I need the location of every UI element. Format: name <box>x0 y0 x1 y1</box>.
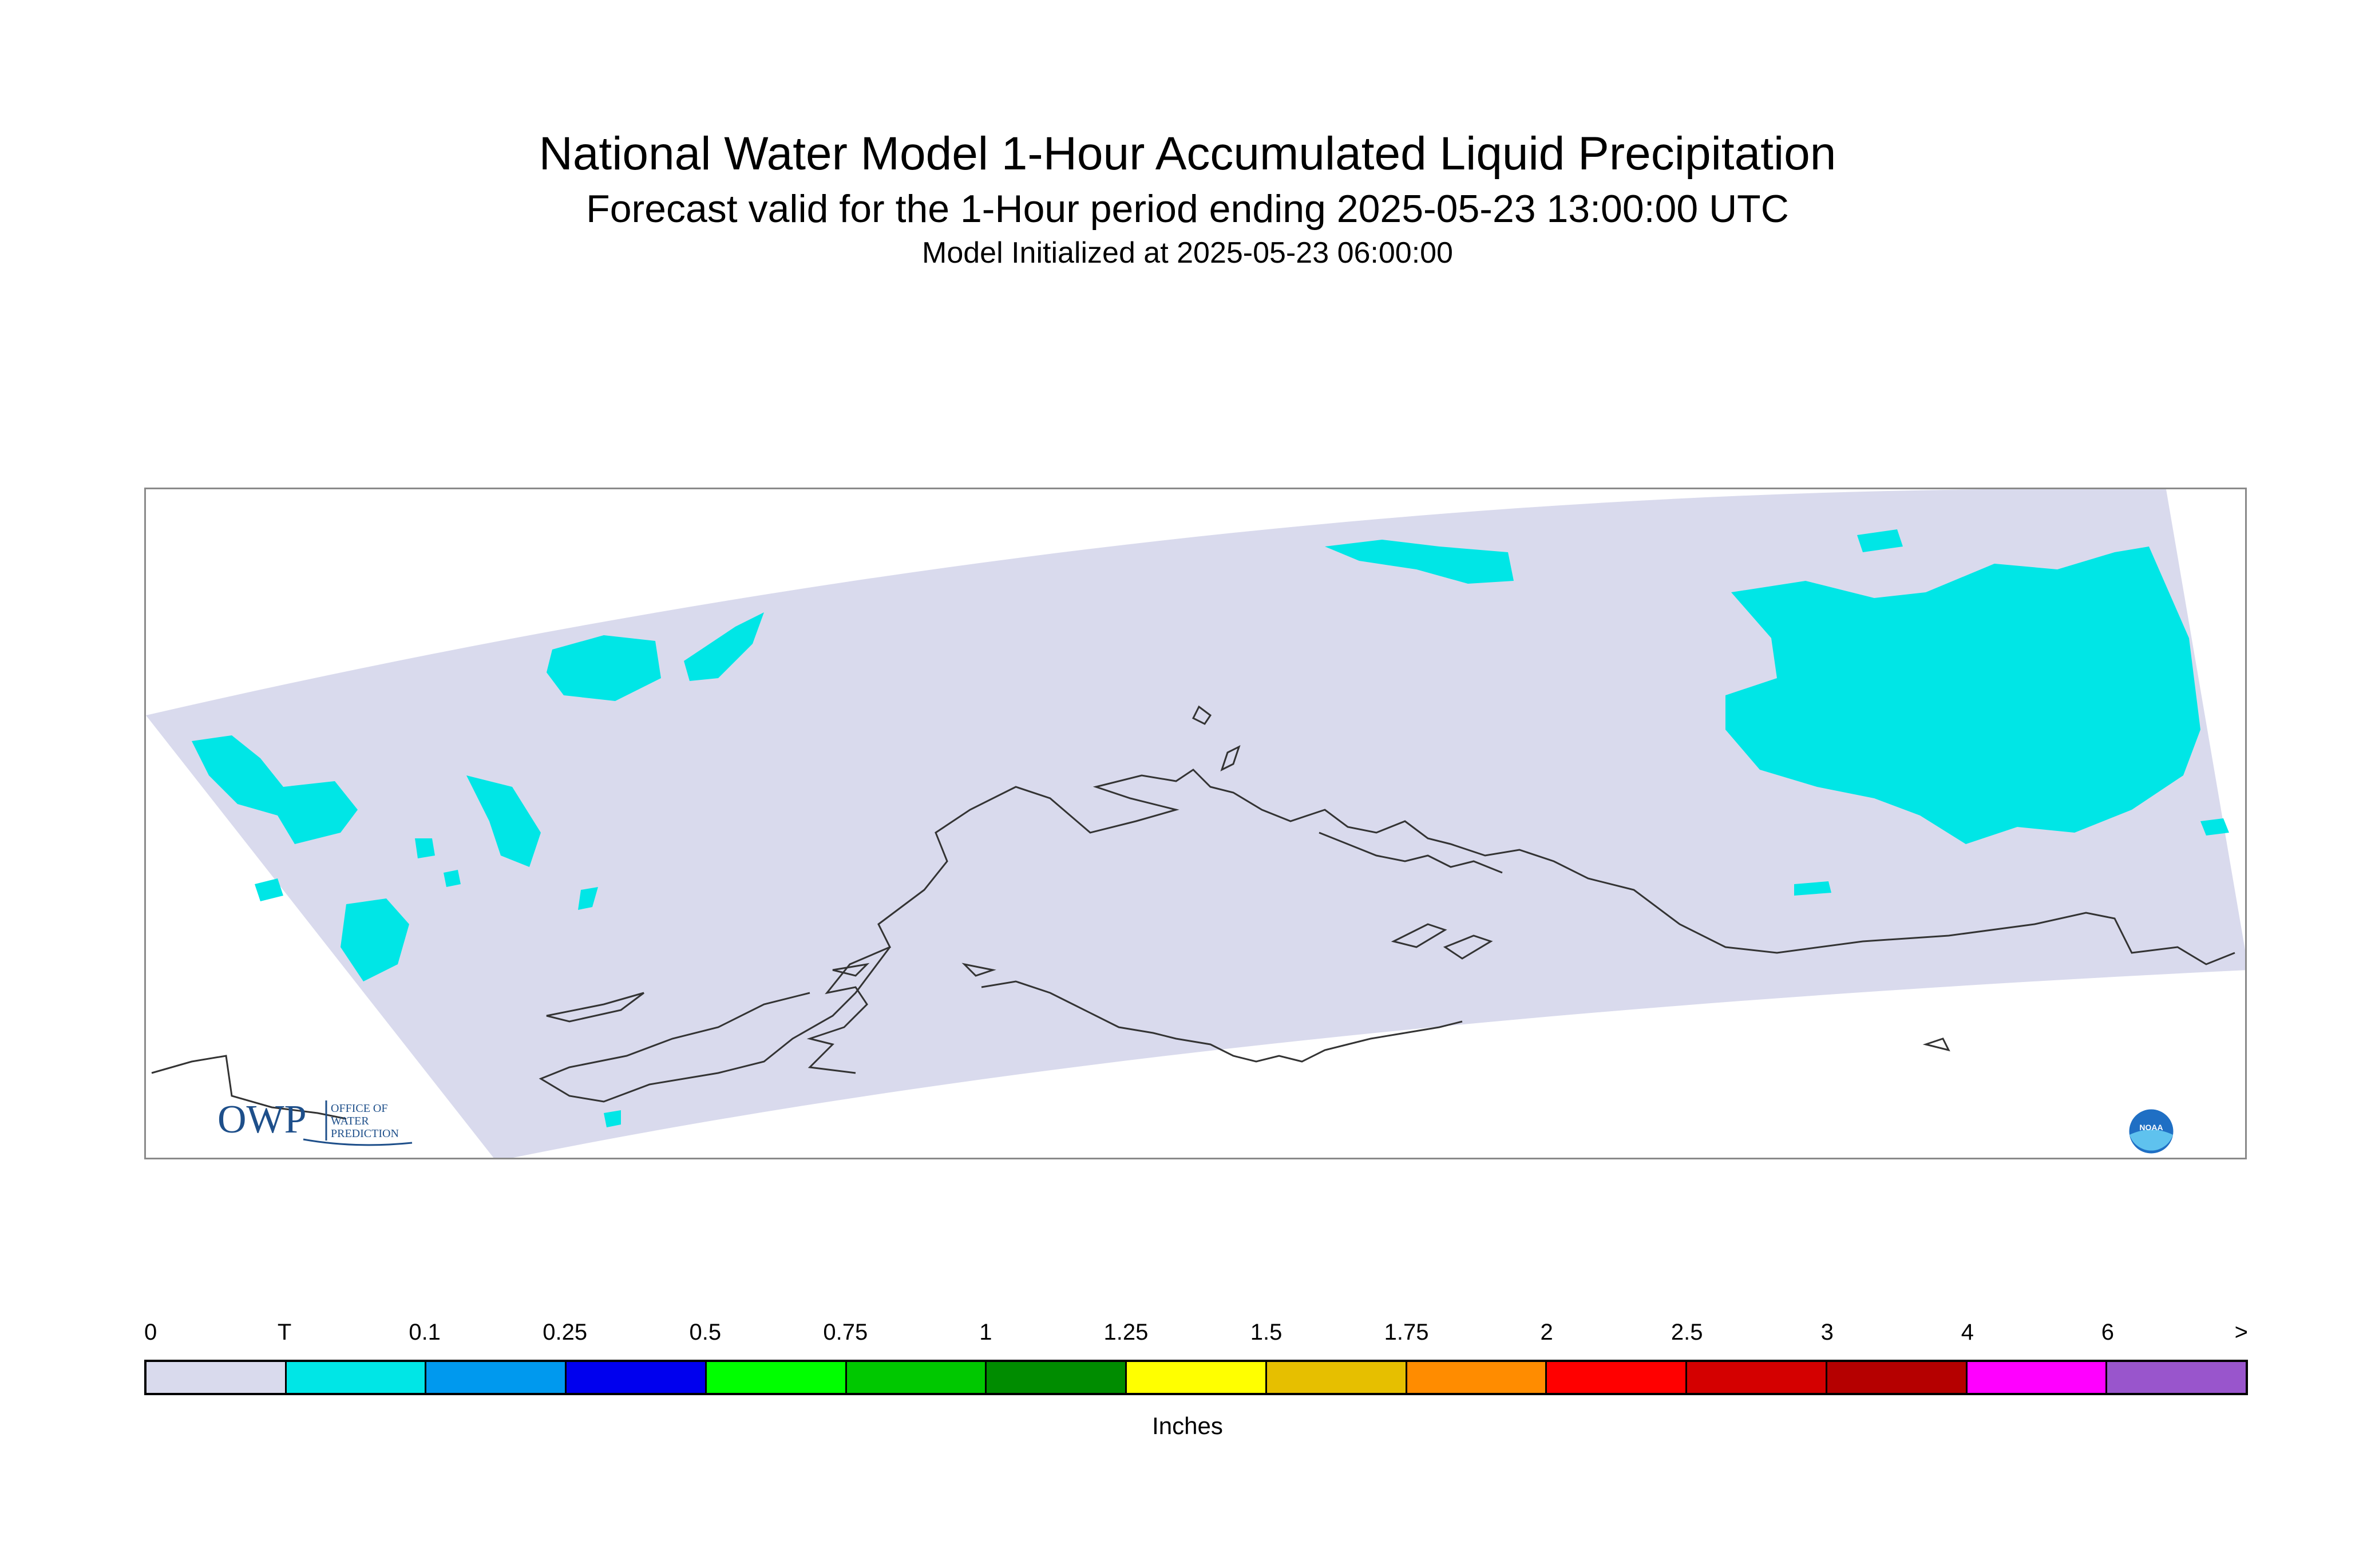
owp-logo-subtext-2: WATER <box>331 1115 369 1127</box>
coastlines <box>151 705 2235 1120</box>
forecast-valid-subtitle: Forecast valid for the 1-Hour period end… <box>586 187 1789 231</box>
colorbar-bin-12 <box>1827 1362 1968 1393</box>
trace-area-east-large <box>1725 547 2200 844</box>
colorbar-tick-labels: 0 T 0.1 0.25 0.5 0.75 1 1.25 1.5 1.75 2 2.5 3 4 6 > <box>144 1320 2248 1348</box>
colorbar-bin-10 <box>1547 1362 1688 1393</box>
island-1 <box>1192 705 1212 725</box>
coastline-peninsula <box>981 980 1463 1063</box>
colorbar-tick-label: 0.1 <box>409 1320 441 1345</box>
colorbar-bin-9 <box>1407 1362 1547 1393</box>
colorbar-tick-label: 6 <box>2101 1320 2115 1345</box>
noaa-logo: NOAA <box>2127 1107 2175 1158</box>
island-7 <box>1443 935 1493 960</box>
trace-area-north-2 <box>684 612 764 681</box>
owp-logo-subtext-3: PREDICTION <box>331 1127 399 1140</box>
map-panel[interactable]: OWP OFFICE OF WATER PREDICTION NOAA <box>144 488 2247 1159</box>
island-4 <box>832 963 870 977</box>
trace-area-east-2 <box>1794 881 1831 896</box>
colorbar-bin-14 <box>2107 1362 2246 1393</box>
trace-precip-areas <box>192 529 2229 1127</box>
colorbar-tick-label: > <box>2234 1320 2248 1345</box>
colorbar-units-label: Inches <box>1152 1412 1223 1439</box>
owp-logo-subtext-1: OFFICE OF <box>331 1102 387 1115</box>
trace-area-west-1 <box>192 735 358 844</box>
island-2 <box>1220 745 1241 771</box>
colorbar-tick-label: 1 <box>979 1320 992 1345</box>
island-5 <box>961 963 996 977</box>
trace-area-south-1 <box>604 1110 621 1127</box>
colorbar-tick-label: 3 <box>1820 1320 1834 1345</box>
colorbar-tick-label: T <box>277 1320 292 1345</box>
island-6 <box>1391 923 1447 948</box>
colorbar-bin-0 <box>147 1362 287 1393</box>
model-init-line: Model Initialized at 2025-05-23 06:00:00 <box>922 236 1453 270</box>
colorbar-tick-label: 4 <box>1961 1320 1974 1345</box>
owp-logo-mark: OWP OFFICE OF WATER PREDICTION <box>217 1098 413 1146</box>
colorbar-bin-3 <box>567 1362 707 1393</box>
colorbar-tick-label: 0.75 <box>823 1320 868 1345</box>
map-title: National Water Model 1-Hour Accumulated … <box>539 128 1836 180</box>
colorbar-tick-label: 2.5 <box>1671 1320 1703 1345</box>
colorbar-bin-2 <box>426 1362 567 1393</box>
coastline-west <box>151 1055 347 1120</box>
colorbar-bin-11 <box>1687 1362 1827 1393</box>
trace-area-west-3 <box>341 898 409 981</box>
colorbar-bin-8 <box>1266 1362 1407 1393</box>
trace-area-west-6 <box>444 870 461 887</box>
colorbar-bin-4 <box>706 1362 847 1393</box>
colorbar-bin-6 <box>987 1362 1127 1393</box>
trace-area-east-3 <box>2200 818 2229 836</box>
colorbar-bin-7 <box>1127 1362 1267 1393</box>
coastline-island-chain <box>1319 831 1503 874</box>
coastline-mainland <box>806 769 2235 1074</box>
colorbar-tick-label: 1.75 <box>1384 1320 1429 1345</box>
colorbar-tick-label: 0 <box>144 1320 157 1345</box>
colorbar <box>144 1360 2248 1395</box>
precipitation-map <box>146 489 2245 1158</box>
colorbar-tick-label: 1.5 <box>1250 1320 1282 1345</box>
trace-area-north-1 <box>547 635 661 701</box>
model-domain <box>146 489 2245 1158</box>
trace-area-north-3 <box>1325 540 1514 584</box>
trace-area-west-4 <box>255 878 283 901</box>
colorbar-tick-label: 0.5 <box>689 1320 722 1345</box>
trace-area-west-5 <box>415 838 435 858</box>
owp-logo-text: OWP <box>217 1098 307 1142</box>
trace-area-west-2 <box>466 775 541 867</box>
colorbar-bin-13 <box>1967 1362 2108 1393</box>
colorbar-tick-label: 2 <box>1540 1320 1553 1345</box>
colorbar-tick-label: 0.25 <box>543 1320 588 1345</box>
trace-area-north-4 <box>1857 529 1903 552</box>
owp-logo: OWP OFFICE OF WATER PREDICTION <box>217 1095 458 1158</box>
noaa-logo-mark: NOAA <box>2127 1107 2175 1155</box>
colorbar-tick-label: 1.25 <box>1103 1320 1149 1345</box>
colorbar-bin-5 <box>846 1362 987 1393</box>
colorbar-bin-1 <box>286 1362 427 1393</box>
island-3 <box>546 992 644 1023</box>
noaa-logo-text: NOAA <box>2139 1123 2163 1132</box>
coastline-bay <box>539 947 891 1103</box>
island-8 <box>1922 1038 1950 1052</box>
trace-area-west-7 <box>578 887 598 910</box>
